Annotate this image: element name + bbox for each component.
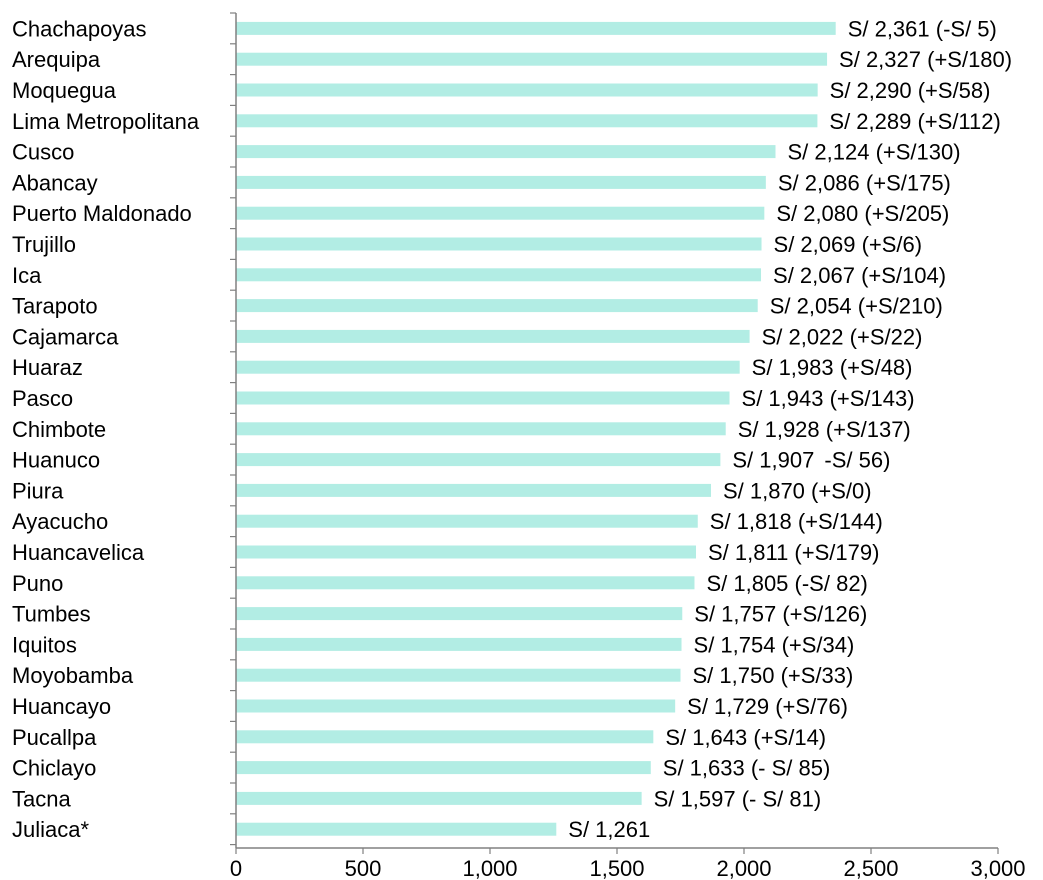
bar [236,21,836,35]
data-label: S/ 2,124 (+S/130) [788,140,961,165]
x-tick-label: 1,500 [589,856,644,880]
data-labels-group: S/ 2,361 (-S/ 5) S/ 2,327 (+S/180) S/ 2,29… [568,16,1012,842]
bar [236,514,698,528]
category-label: Arequipa [12,47,101,72]
category-label: Puno [12,571,63,596]
bar [236,761,651,775]
bar [236,791,642,805]
data-label: S/ 1,261 [568,817,650,842]
category-label: Huancavelica [12,540,145,565]
x-tick-label: 0 [230,856,242,880]
category-label: Huancayo [12,694,111,719]
category-label: Ayacucho [12,509,108,534]
bar [236,637,682,651]
category-label: Iquitos [12,632,77,657]
bar [236,237,762,251]
bars-group [236,21,836,836]
x-tick-label: 500 [345,856,382,880]
category-label: Chiclayo [12,756,96,781]
category-label: Lima Metropolitana [12,109,200,134]
tick-labels-group: 0 500 1,000 1,500 2,000 2,500 3,000 [230,856,1026,880]
category-label: Puerto Maldonado [12,201,192,226]
bar [236,299,758,313]
x-tick-label: 3,000 [970,856,1025,880]
data-label: S/ 2,361 (-S/ 5) [848,16,997,41]
data-label: S/ 1,633 (- S/ 85) [663,756,831,781]
category-label: Tumbes [12,602,91,627]
category-label: Pasco [12,386,73,411]
data-label: S/ 2,069 (+S/6) [774,232,923,257]
data-label: S/ 2,289 (+S/112) [829,109,1000,134]
data-label: S/ 2,290 (+S/58) [830,78,991,103]
bar [236,730,654,744]
category-label: Moquegua [12,78,117,103]
category-label: Huanuco [12,448,100,473]
bar [236,668,681,682]
axes-group [230,12,999,854]
x-tick-label: 2,500 [843,856,898,880]
x-tick-label: 1,000 [462,856,517,880]
bar [236,545,696,559]
bar [236,453,721,467]
data-label: S/ 1,597 (- S/ 81) [654,786,822,811]
category-labels-group: Chachapoyas Arequipa Moquegua Lima Metropol… [12,16,200,842]
bar [236,391,730,405]
category-label: Piura [12,478,64,503]
data-label: S/ 1,983 (+S/48) [752,355,913,380]
bar [236,360,740,374]
bar [236,114,818,128]
data-label: S/ 1,757 (+S/126) [694,602,867,627]
data-label: S/ 1,870 (+S/0) [723,478,872,503]
bar [236,175,766,189]
bar [236,822,557,836]
bar [236,422,726,436]
category-label: Chimbote [12,417,106,442]
category-label: Cajamarca [12,324,119,349]
bar [236,576,695,590]
bar [236,699,676,713]
bar [236,268,762,282]
bar [236,329,750,343]
category-label: Pucallpa [12,725,97,750]
category-label: Trujillo [12,232,76,257]
data-label: S/ 1,818 (+S/144) [710,509,883,534]
category-label: Tarapoto [12,294,98,319]
data-label: S/ 1,811 (+S/179) [708,540,879,565]
category-label: Moyobamba [12,663,134,688]
overlapping-data-label: -S/ 56) [824,448,890,473]
x-tick-label: 2,000 [716,856,771,880]
data-label: S/ 2,327 (+S/180) [839,47,1012,72]
bar [236,83,818,97]
data-label: S/ 1,729 (+S/76) [687,694,848,719]
category-label: Chachapoyas [12,16,147,41]
category-label: Ica [12,263,42,288]
category-label: Huaraz [12,355,83,380]
data-label: S/ 2,022 (+S/22) [762,324,923,349]
data-label: S/ 2,067 (+S/104) [773,263,946,288]
category-label: Abancay [12,170,98,195]
bar [236,52,828,66]
bar [236,607,683,621]
bar [236,483,711,497]
data-label: S/ 1,643 (+S/14) [665,725,826,750]
data-label: S/ 1,805 (-S/ 82) [706,571,867,596]
data-label: S/ 2,080 (+S/205) [776,201,949,226]
data-label: S/ 1,928 (+S/137) [738,417,911,442]
bar [236,145,776,159]
bar [236,206,765,220]
data-label: S/ 2,086 (+S/175) [778,170,951,195]
category-label: Cusco [12,140,74,165]
data-label: S/ 2,054 (+S/210) [770,294,943,319]
category-label: Juliaca* [12,817,89,842]
category-label: Tacna [12,786,71,811]
data-label: S/ 1,943 (+S/143) [742,386,915,411]
data-label: S/ 1,907 [732,448,814,473]
data-label: S/ 1,754 (+S/34) [694,632,855,657]
data-label: S/ 1,750 (+S/33) [693,663,854,688]
